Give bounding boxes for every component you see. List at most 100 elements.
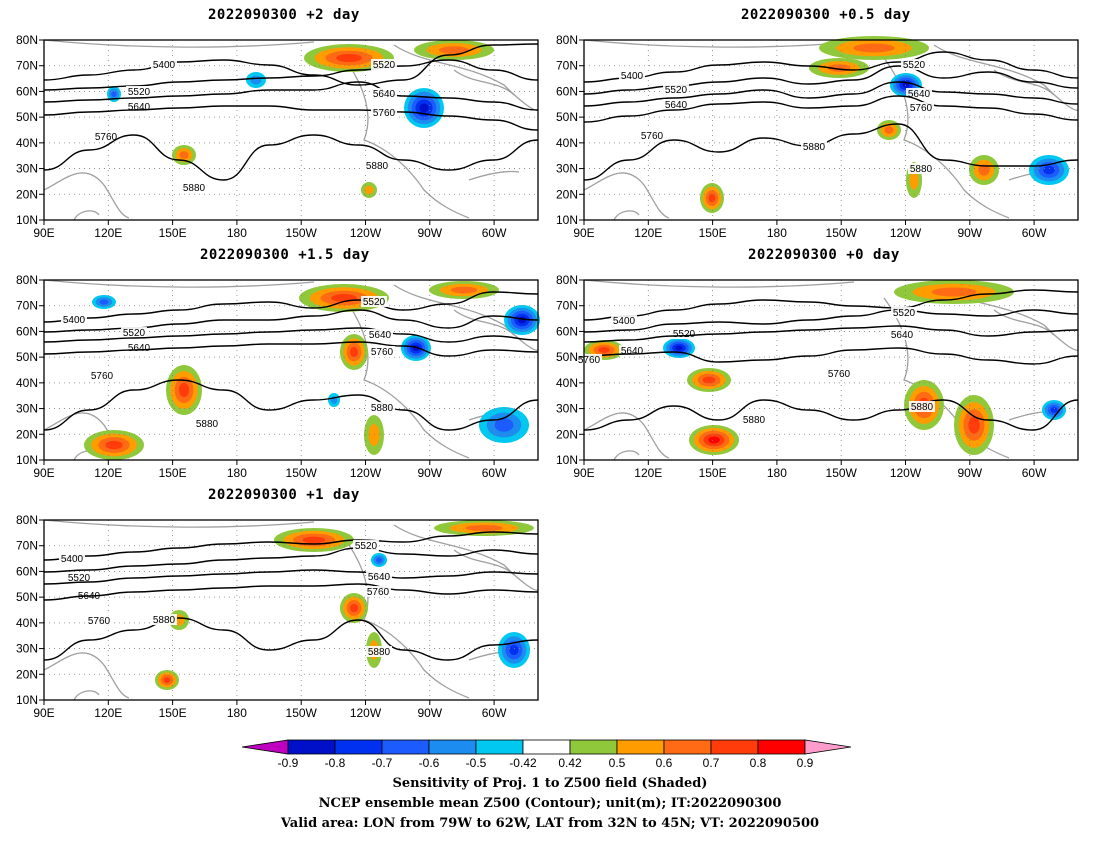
contour-5640 <box>43 569 539 585</box>
y-tick-label: 50N <box>16 110 38 124</box>
positive-sensitivity-blob <box>708 193 716 203</box>
x-tick-label: 90E <box>573 466 594 480</box>
colorbar-right-arrow <box>804 739 852 755</box>
sensitivity-shading <box>107 40 494 198</box>
plot-area <box>44 520 538 700</box>
contour-label: 5520 <box>673 329 696 340</box>
contour-label: 5520 <box>363 297 386 308</box>
positive-sensitivity-blob <box>302 536 326 544</box>
x-tick-label: 150E <box>159 466 187 480</box>
colorbar-label: 0.9 <box>797 756 814 770</box>
y-tick-label: 70N <box>556 299 578 313</box>
y-tick-label: 10N <box>556 453 578 467</box>
x-tick-label: 90W <box>957 466 982 480</box>
x-tick-label: 120E <box>634 466 662 480</box>
colorbar-segment <box>428 739 477 755</box>
contour-5400 <box>43 531 539 561</box>
x-tick-label: 120W <box>350 466 382 480</box>
positive-sensitivity-blob <box>105 440 123 450</box>
x-tick-label: 150W <box>286 466 318 480</box>
contour-label: 5880 <box>803 142 826 153</box>
x-tick-label: 150W <box>286 226 318 240</box>
colorbar-label: 0.8 <box>750 756 767 770</box>
y-tick-label: 40N <box>556 136 578 150</box>
contour-5520 <box>43 547 539 573</box>
y-tick-label: 80N <box>16 513 38 527</box>
contour-label: 5400 <box>613 316 636 327</box>
positive-sensitivity-blob <box>364 185 374 195</box>
x-tick-label: 60W <box>482 226 507 240</box>
contour-label: 5400 <box>153 60 176 71</box>
x-tick-label: 120W <box>350 706 382 720</box>
contour-label: 5640 <box>891 330 914 341</box>
positive-sensitivity-blob <box>350 346 358 358</box>
y-tick-label: 20N <box>16 667 38 681</box>
positive-sensitivity-blob <box>336 54 362 62</box>
contour-label: 5640 <box>665 100 688 111</box>
y-tick-label: 70N <box>556 59 578 73</box>
x-tick-label: 120E <box>634 226 662 240</box>
y-tick-label: 40N <box>556 376 578 390</box>
y-tick-label: 50N <box>556 110 578 124</box>
y-tick-label: 20N <box>556 187 578 201</box>
contour-label: 5760 <box>371 347 394 358</box>
positive-sensitivity-blob <box>163 677 171 683</box>
y-tick-label: 70N <box>16 299 38 313</box>
positive-sensitivity-blob <box>708 436 720 444</box>
contour-5760 <box>583 347 1079 365</box>
y-tick-label: 60N <box>556 84 578 98</box>
contour-label: 5760 <box>367 587 390 598</box>
contour-5640 <box>583 81 1079 107</box>
colorbar-segment <box>757 739 806 755</box>
x-tick-label: 120W <box>890 226 922 240</box>
x-tick-label: 180 <box>227 226 247 240</box>
contour-5520 <box>583 309 1079 333</box>
negative-sensitivity-blob <box>250 75 262 85</box>
x-tick-label: 120E <box>94 226 122 240</box>
positive-sensitivity-blob <box>439 46 469 54</box>
positive-sensitivity-blob <box>978 164 990 176</box>
contour-label: 5640 <box>369 330 392 341</box>
y-tick-label: 70N <box>16 59 38 73</box>
y-tick-label: 40N <box>16 136 38 150</box>
x-tick-label: 120W <box>350 226 382 240</box>
colorbar-segment <box>287 739 336 755</box>
colorbar-label: -0.7 <box>372 756 393 770</box>
contour-5760 <box>583 95 1079 123</box>
colorbar-segment <box>710 739 759 755</box>
negative-sensitivity-blob <box>675 345 683 351</box>
negative-sensitivity-blob <box>111 91 117 97</box>
y-tick-label: 60N <box>16 324 38 338</box>
x-tick-label: 120W <box>890 466 922 480</box>
contour-label: 5520 <box>123 328 146 339</box>
contour-5400 <box>583 289 1079 321</box>
contour-label: 5520 <box>665 85 688 96</box>
x-tick-label: 180 <box>767 226 787 240</box>
x-tick-label: 90W <box>417 706 442 720</box>
positive-sensitivity-blob <box>931 287 977 297</box>
colorbar-label: 0.42 <box>558 756 582 770</box>
contour-5880 <box>583 399 1079 431</box>
positive-sensitivity-blob <box>350 603 358 613</box>
contour-label: 5520 <box>903 60 926 71</box>
x-tick-label: 90W <box>417 226 442 240</box>
contour-label: 5640 <box>128 343 151 354</box>
positive-sensitivity-blob <box>884 126 894 134</box>
y-tick-label: 80N <box>556 33 578 47</box>
axes: 90E 120E 150E 180 150W 120W 90W 60W 80N 70N 60N 50N… <box>16 513 507 720</box>
contour-5880 <box>43 134 539 181</box>
x-tick-label: 150W <box>286 706 318 720</box>
axes: 90E 120E 150E 180 150W 120W 90W 60W 80N 70N 60N 50N… <box>16 33 507 240</box>
axes: 90E 120E 150E 180 150W 120W 90W 60W 80N 70N 60N 50N… <box>556 33 1047 240</box>
colorbar-label: -0.5 <box>466 756 487 770</box>
y-tick-label: 60N <box>16 564 38 578</box>
y-tick-label: 10N <box>16 213 38 227</box>
y-tick-label: 60N <box>16 84 38 98</box>
positive-sensitivity-blob <box>968 416 980 434</box>
sensitivity-shading <box>84 281 540 460</box>
